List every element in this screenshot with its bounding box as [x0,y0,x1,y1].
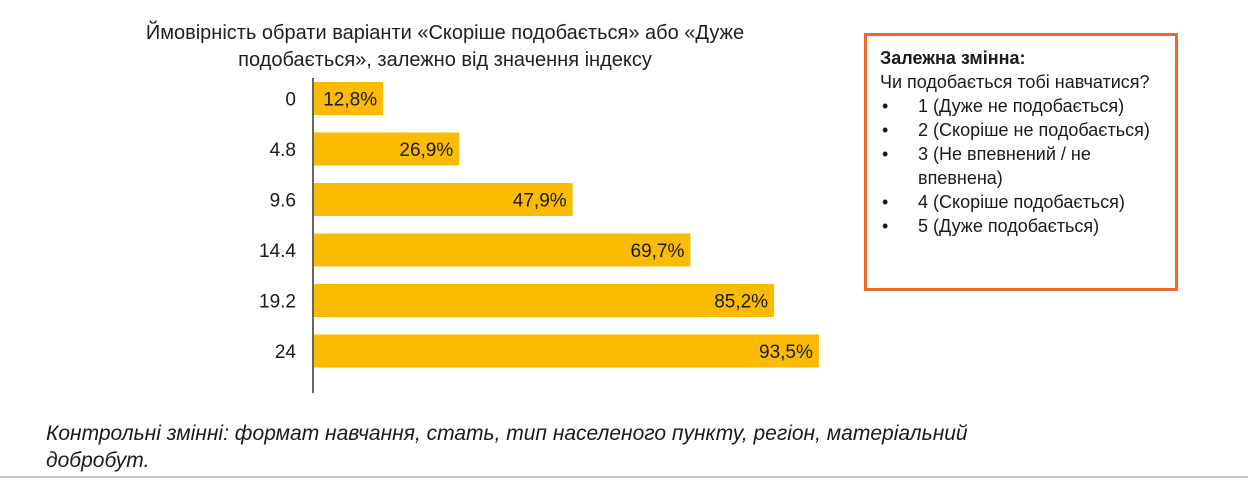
category-label: 19.2 [259,292,296,313]
legend-item: 5 (Дуже подобається) [880,214,1163,238]
legend-item: 3 (Не впевнений / не впевнена) [880,142,1163,190]
legend-question: Чи подобається тобі навчатися? [880,72,1150,92]
bar [314,183,573,216]
bar-chart: 12,8% 0 26,9% 4.8 47,9% 9.6 69,7% 14.4 85,2% 19.2… [259,78,819,393]
bar-value-label: 85,2% [714,292,768,313]
bar [314,284,775,317]
bar [314,233,691,267]
chart-title: Ймовірність обрати варіанти «Скоріше под… [145,22,745,71]
bar-value-label: 12,8% [323,90,377,111]
bar [314,82,384,115]
dependent-variable-box: Залежна змінна: Чи подобається тобі навч… [864,33,1178,291]
category-label: 14.4 [259,241,296,262]
category-label: 4.8 [270,140,296,161]
bar-value-label: 93,5% [759,342,813,363]
bar-value-label: 47,9% [513,191,567,212]
bar-value-label: 26,9% [399,140,453,161]
bottom-divider [0,476,1248,478]
footnote-control-variables: Контрольні змінні: формат навчання, стат… [46,422,968,472]
category-label: 9.6 [270,191,296,212]
legend-list: 1 (Дуже не подобається) 2 (Скоріше не по… [880,94,1163,238]
bars-group: 12,8% 0 26,9% 4.8 47,9% 9.6 69,7% 14.4 85,2% 19.2… [259,82,819,368]
legend-item: 4 (Скоріше подобається) [880,190,1163,214]
category-label: 24 [275,342,297,363]
bar [314,334,819,368]
bar [314,132,460,166]
category-label: 0 [285,90,296,111]
legend-item: 1 (Дуже не подобається) [880,94,1163,118]
legend-title: Залежна змінна: [880,48,1026,68]
legend-item: 2 (Скоріше не подобається) [880,118,1163,142]
bar-value-label: 69,7% [631,241,685,262]
